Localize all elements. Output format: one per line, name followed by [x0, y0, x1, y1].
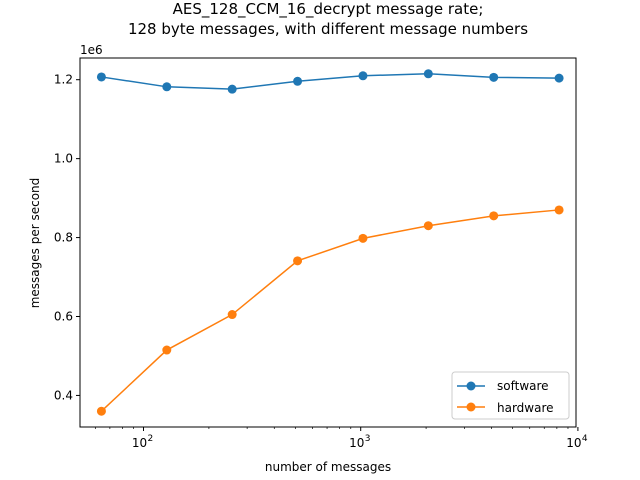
series-hardware-point — [554, 205, 564, 215]
x-axis-ticks: 10 2 10 3 10 4 — [94, 427, 588, 450]
series-software-point — [162, 82, 172, 92]
y-axis-multiplier: 1e6 — [80, 43, 103, 57]
series-software-point — [489, 72, 499, 82]
series-hardware-point — [227, 310, 237, 320]
legend: software hardware — [451, 371, 570, 420]
y-axis-label: messages per second — [28, 178, 42, 309]
plot-frame — [79, 57, 577, 428]
series-software-line — [101, 73, 560, 90]
series-software-point — [423, 69, 433, 79]
x-axis-label: number of messages — [265, 460, 391, 474]
x-tick-exponent: 2 — [148, 434, 154, 444]
series-hardware-point — [293, 256, 303, 266]
series-hardware-line — [100, 209, 560, 412]
legend-software-label: software — [497, 379, 549, 393]
legend-software-marker — [466, 381, 476, 391]
y-tick-label: 0.8 — [54, 231, 73, 245]
x-tick-label: 10 — [349, 436, 364, 450]
legend-hardware-marker — [466, 402, 476, 412]
series-software-point — [358, 71, 368, 81]
chart-title-line-1: AES_128_CCM_16_decrypt message rate; — [173, 0, 484, 19]
y-tick-label: 1.2 — [54, 73, 73, 87]
y-axis-ticks: 0.4 0.6 0.8 1.0 1.2 — [54, 73, 80, 402]
series-hardware-point — [96, 406, 106, 416]
x-tick-exponent: 3 — [365, 434, 371, 444]
legend-hardware-label: hardware — [497, 401, 554, 415]
series-hardware-point — [423, 221, 433, 231]
plot-content — [96, 69, 564, 416]
y-tick-label: 0.6 — [54, 309, 73, 323]
chart-title-line-2: 128 byte messages, with different messag… — [128, 20, 528, 38]
series-software-point — [227, 84, 237, 94]
series-hardware-point — [489, 211, 499, 221]
y-tick-label: 1.0 — [54, 152, 73, 166]
x-tick-exponent: 4 — [582, 434, 588, 444]
series-software-point — [96, 72, 106, 82]
series-software-point — [293, 76, 303, 86]
y-tick-label: 0.4 — [54, 388, 73, 402]
series-software-point — [554, 73, 564, 83]
series-hardware-point — [358, 233, 368, 243]
x-tick-label: 10 — [132, 436, 147, 450]
x-tick-label: 10 — [566, 436, 581, 450]
series-hardware-point — [162, 345, 172, 355]
